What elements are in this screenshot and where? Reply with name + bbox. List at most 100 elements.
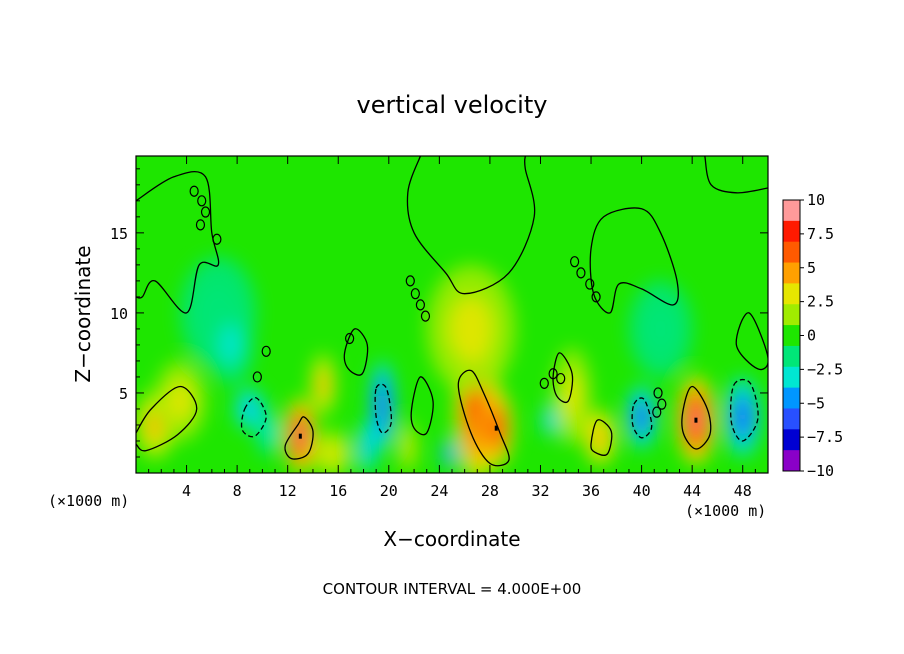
contour-line-4	[681, 385, 712, 450]
contour-loop-11	[585, 278, 595, 290]
colorbar-label: 10	[807, 191, 825, 209]
x-tick-label-40: 40	[633, 482, 651, 500]
field-feature-15	[426, 264, 516, 393]
contour-loop-7	[415, 299, 425, 311]
contour-line-10	[406, 156, 536, 295]
contour-line-16	[552, 352, 574, 404]
field-feature-10	[369, 360, 396, 451]
field-feature-20	[628, 280, 693, 377]
colorbar-bin-11	[783, 429, 800, 451]
contour-loop-17	[657, 398, 667, 410]
center-mark-0	[298, 433, 302, 439]
contour-loop-20	[261, 345, 271, 357]
x-tick-label-44: 44	[683, 482, 701, 500]
x-tick-label-28: 28	[481, 482, 499, 500]
x-unit-right: (×1000 m)	[685, 502, 766, 520]
contour-loop-9	[570, 256, 580, 268]
contour-line-2	[284, 416, 314, 460]
center-mark-1	[494, 425, 498, 431]
colorbar-bin-1	[783, 220, 800, 243]
field-feature-18	[584, 410, 616, 465]
contour-line-5	[590, 419, 613, 456]
y-axis-ticks: 5 10 15	[110, 168, 768, 458]
colorbar-bin-6	[783, 325, 800, 347]
colorbar-bin-2	[783, 241, 800, 264]
contour-loop-4	[212, 233, 222, 245]
field-feature-22	[725, 376, 761, 457]
contour-line-0	[136, 171, 220, 314]
contour-interval-footer: CONTOUR INTERVAL = 4.000E+00	[323, 580, 582, 598]
x-unit-left: (×1000 m)	[48, 492, 129, 510]
contour-line-11	[589, 207, 679, 314]
contour-loop-8	[420, 310, 431, 322]
x-tick-label-32: 32	[531, 482, 549, 500]
contour-line-12	[704, 156, 768, 194]
colorbar-bin-12	[783, 450, 800, 472]
contour-loop-2	[200, 206, 211, 218]
contour-loop-12	[591, 291, 601, 303]
field-feature-8	[311, 429, 353, 473]
contour-loop-21	[345, 332, 355, 345]
contour-loop-10	[576, 267, 586, 279]
field-feature-11	[398, 420, 417, 473]
colorbar-bin-0	[783, 200, 800, 222]
contour-line-6	[240, 397, 267, 438]
contour-loop-6	[410, 288, 420, 300]
x-tick-label-8: 8	[233, 482, 242, 500]
colorbar-label: −10	[807, 462, 834, 480]
y-tick-label-15: 15	[110, 225, 128, 243]
contour-loop-16	[653, 387, 663, 399]
contour-line-9	[730, 378, 759, 442]
colorbar-label: −2.5	[807, 360, 843, 378]
colorbar-bin-3	[783, 262, 800, 284]
contour-lines	[136, 156, 768, 467]
contour-loop-13	[548, 368, 558, 380]
colorbar-bin-8	[783, 366, 800, 389]
x-axis-label: X−coordinate	[383, 527, 520, 551]
field-feature-9	[357, 421, 378, 473]
contour-line-3	[457, 369, 510, 467]
field-feature-19	[626, 384, 657, 449]
contour-line-15	[410, 376, 434, 436]
contour-line-13	[735, 312, 768, 371]
contour-line-8	[631, 397, 653, 439]
field-feature-7	[310, 352, 336, 417]
x-tick-label-12: 12	[279, 482, 297, 500]
colorbar-label: 7.5	[807, 225, 834, 243]
contour-loop-15	[539, 377, 549, 389]
colorbar-label: 5	[807, 259, 816, 277]
colorbar-bin-10	[783, 408, 800, 430]
center-mark-2	[694, 417, 698, 423]
contour-line-14	[343, 328, 369, 376]
colorbar-label: −5	[807, 394, 825, 412]
colorbar-bin-7	[783, 345, 800, 368]
chart-title: vertical velocity	[357, 91, 548, 119]
colorbar-bin-4	[783, 283, 800, 305]
colorbar-label: −7.5	[807, 428, 843, 446]
field-feature-12	[441, 437, 458, 470]
colorbar: 10 7.5 5 2.5 0 −2.5 −5 −7.5 −10	[782, 191, 843, 480]
contour-loop-1	[197, 195, 207, 207]
contour-loop-19	[252, 371, 262, 383]
field-feature-5	[256, 408, 282, 457]
y-tick-label-5: 5	[119, 385, 128, 403]
contour-loop-3	[195, 219, 206, 231]
x-tick-label-24: 24	[430, 482, 448, 500]
contour-loop-14	[556, 372, 566, 385]
y-axis-label: Z−coordinate	[71, 245, 95, 382]
x-tick-label-4: 4	[182, 482, 191, 500]
x-tick-label-20: 20	[380, 482, 398, 500]
x-tick-label-16: 16	[329, 482, 347, 500]
contour-loop-0	[189, 185, 199, 197]
x-axis-ticks: 4 8 12 16 20 24 28 32 36 40 44 48	[148, 156, 756, 500]
contour-line-1	[136, 385, 198, 452]
contour-line-7	[374, 383, 393, 434]
y-tick-label-10: 10	[110, 305, 128, 323]
colorbar-label: 2.5	[807, 293, 834, 311]
x-tick-label-48: 48	[734, 482, 752, 500]
field-feature-3	[208, 304, 254, 385]
field-feature-1	[154, 360, 206, 441]
colorbar-bin-9	[783, 387, 800, 409]
